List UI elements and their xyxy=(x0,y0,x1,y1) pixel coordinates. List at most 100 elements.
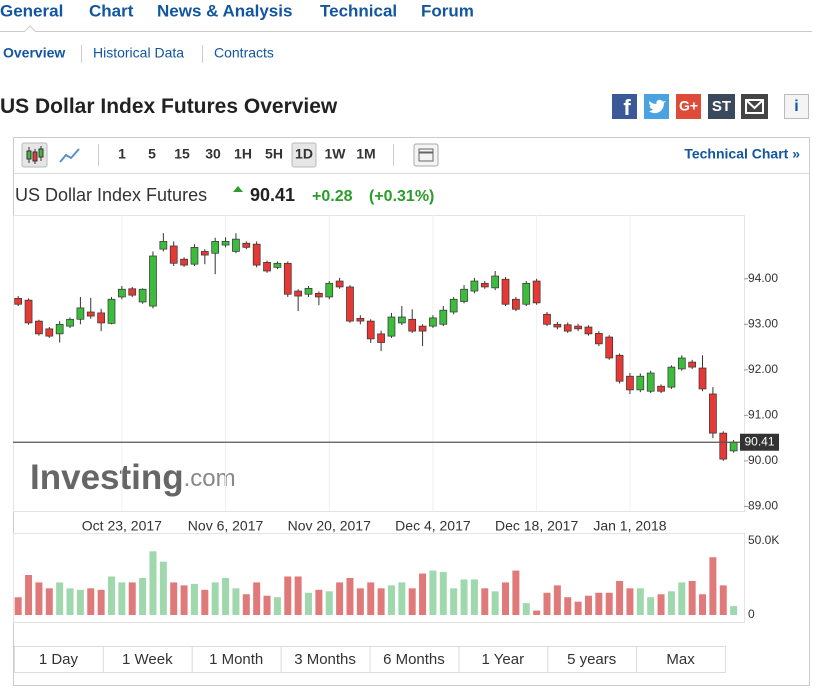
candle-body xyxy=(397,316,406,324)
volume-bar xyxy=(491,591,499,615)
range-button[interactable] xyxy=(458,646,549,673)
volume-bar xyxy=(398,582,406,615)
candle-body xyxy=(574,325,582,330)
candle-body xyxy=(283,262,292,295)
volume-bar xyxy=(56,582,64,615)
volume-bar xyxy=(45,588,53,615)
x-tick-label: Nov 6, 2017 xyxy=(188,518,264,534)
candle-body xyxy=(387,316,396,337)
y-tick-label: 92.00 xyxy=(748,362,778,376)
volume-bar xyxy=(149,551,157,615)
info-icon[interactable] xyxy=(784,94,809,119)
candle-body xyxy=(698,367,707,390)
interval-button[interactable]: 15 xyxy=(174,146,190,162)
technical-chart-link[interactable]: Technical Chart » xyxy=(684,146,800,162)
googleplus-glyph: G+ xyxy=(679,98,698,114)
nav-tab[interactable]: Chart xyxy=(89,1,134,20)
range-label: 6 Months xyxy=(383,651,445,668)
volume-bar xyxy=(190,583,198,615)
candle-body xyxy=(128,288,137,296)
candle-body xyxy=(408,318,417,332)
candle-body xyxy=(200,251,209,256)
volume-bar xyxy=(636,588,644,615)
nav-tab[interactable]: General xyxy=(0,1,63,20)
interval-button[interactable]: 1M xyxy=(356,146,375,162)
interval-button[interactable]: 30 xyxy=(205,146,221,162)
watermark-brand: Investing xyxy=(30,458,184,497)
sub-tab[interactable]: Contracts xyxy=(214,45,274,61)
mail-glyph xyxy=(745,99,764,114)
candle-body xyxy=(55,323,64,335)
candle-body xyxy=(626,375,634,391)
volume-bar xyxy=(626,588,634,615)
watermark: Investing.com xyxy=(30,458,236,497)
candle-body xyxy=(418,325,427,332)
range-label: 1 Week xyxy=(122,651,173,668)
volume-bar xyxy=(201,589,209,615)
sub-tab[interactable]: Historical Data xyxy=(93,45,184,61)
googleplus-icon[interactable] xyxy=(676,94,701,119)
calendar-button[interactable] xyxy=(413,143,439,167)
candle-body xyxy=(532,280,541,304)
volume-bar xyxy=(533,610,541,615)
candle-body xyxy=(605,336,614,359)
stocktwits-icon[interactable] xyxy=(708,94,735,119)
volume-bar xyxy=(170,582,178,615)
interval-button[interactable]: 5H xyxy=(265,146,283,162)
candle-body xyxy=(86,311,95,317)
candle-body xyxy=(501,278,510,305)
volume-bar xyxy=(481,588,489,615)
y-tick-label: 90.00 xyxy=(748,453,778,467)
candle-body xyxy=(97,312,105,324)
volume-bar xyxy=(584,595,592,615)
candle-body xyxy=(169,245,178,264)
active-tab-notch xyxy=(23,25,37,33)
line-type-button[interactable] xyxy=(57,143,82,167)
x-tick-label: Nov 20, 2017 xyxy=(288,518,371,534)
candle-body xyxy=(470,280,479,292)
volume-bar xyxy=(460,579,468,615)
candle-body xyxy=(14,297,23,305)
range-button[interactable] xyxy=(636,646,726,673)
interval-button[interactable]: 1W xyxy=(325,146,347,162)
volume-bar xyxy=(502,582,510,615)
watermark-domain: .com xyxy=(184,465,236,492)
candle-body xyxy=(356,318,365,322)
x-tick-label: Dec 4, 2017 xyxy=(395,518,471,534)
range-button[interactable] xyxy=(14,646,104,673)
candle-body xyxy=(325,282,334,298)
volume-bar xyxy=(439,572,447,615)
candle-body xyxy=(729,441,738,452)
nav-tab[interactable]: Forum xyxy=(421,1,474,20)
volume-bar xyxy=(605,592,613,615)
interval-button[interactable]: 1D xyxy=(295,146,313,162)
nav-tab[interactable]: Technical xyxy=(320,1,397,20)
range-button[interactable] xyxy=(369,646,460,673)
interval-active-bg xyxy=(291,142,317,168)
candle-body xyxy=(719,432,728,460)
volume-bar xyxy=(616,580,624,615)
interval-button[interactable]: 5 xyxy=(148,146,156,162)
candle-body xyxy=(667,366,676,388)
facebook-icon[interactable] xyxy=(612,94,637,119)
interval-button[interactable]: 1 xyxy=(118,146,126,162)
interval-button[interactable]: 1H xyxy=(234,146,252,162)
range-button[interactable] xyxy=(191,646,282,673)
sub-tab[interactable]: Overview xyxy=(3,45,65,61)
calendar-glyph xyxy=(418,148,434,162)
volume-bar xyxy=(139,577,147,615)
volume-bar xyxy=(35,582,43,615)
candle-body xyxy=(263,262,271,272)
volume-bar xyxy=(719,585,727,615)
volume-bar xyxy=(232,588,240,615)
volume-bar xyxy=(429,570,437,615)
volume-bar xyxy=(470,579,478,615)
range-button[interactable] xyxy=(280,646,371,673)
nav-tab[interactable]: News & Analysis xyxy=(157,1,292,20)
range-label: 1 Month xyxy=(209,651,263,668)
candle-body xyxy=(439,309,448,325)
stocktwits-glyph: ST xyxy=(712,98,731,115)
candle-body xyxy=(377,333,385,343)
candle-body xyxy=(366,320,375,340)
